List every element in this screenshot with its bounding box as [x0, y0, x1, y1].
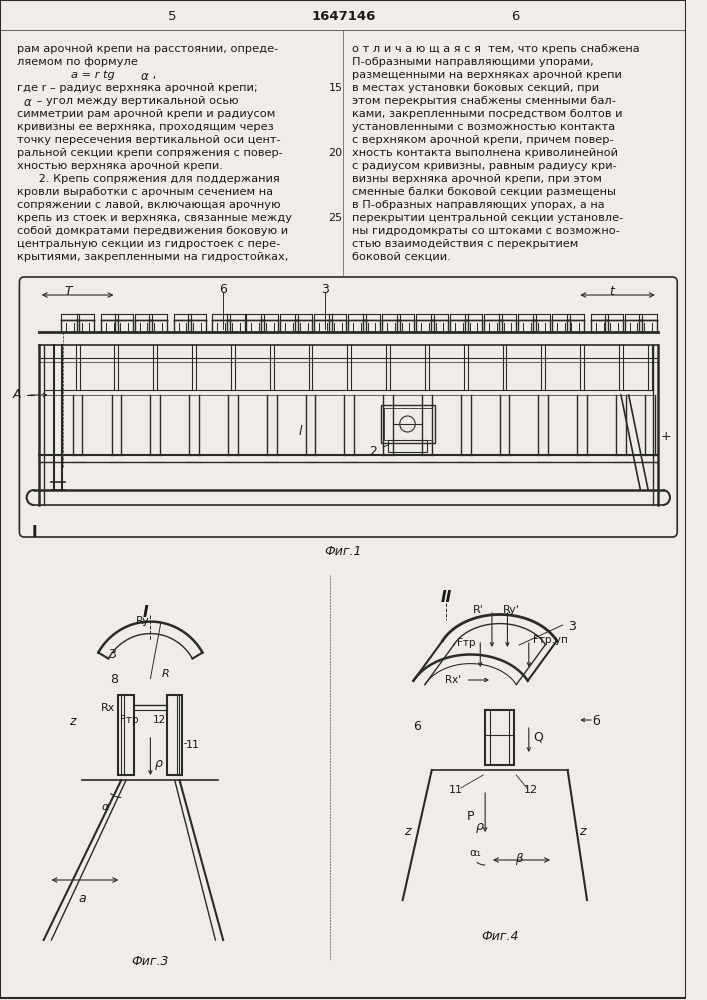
Text: симметрии рам арочной крепи и радиусом: симметрии рам арочной крепи и радиусом: [18, 109, 276, 119]
Text: 1647146: 1647146: [311, 10, 375, 23]
Text: ральной секции крепи сопряжения с повер-: ральной секции крепи сопряжения с повер-: [18, 148, 284, 158]
Text: z: z: [404, 825, 411, 838]
Text: +: +: [660, 430, 671, 443]
Text: – угол между вертикальной осью: – угол между вертикальной осью: [33, 96, 239, 106]
Bar: [381, 405, 435, 443]
Bar: [118, 695, 134, 775]
Text: R: R: [162, 669, 170, 679]
Text: 3: 3: [108, 648, 116, 661]
Text: Фиг.1: Фиг.1: [325, 545, 362, 558]
Text: z: z: [579, 825, 585, 838]
Text: 11: 11: [449, 785, 463, 795]
Text: П-образными направляющими упорами,: П-образными направляющими упорами,: [352, 57, 594, 67]
Text: Q: Q: [534, 730, 544, 743]
Text: ρ: ρ: [475, 820, 484, 833]
Text: 2: 2: [370, 445, 378, 458]
Text: 6: 6: [414, 720, 421, 733]
Text: крепь из стоек и верхняка, связанные между: крепь из стоек и верхняка, связанные меж…: [18, 213, 293, 223]
Bar: [485, 710, 514, 765]
Text: 11: 11: [186, 740, 200, 750]
Text: 5: 5: [168, 10, 176, 23]
Text: Rx: Rx: [101, 703, 115, 713]
Text: ны гидродомкраты со штоками с возможно-: ны гидродомкраты со штоками с возможно-: [352, 226, 620, 236]
Text: 3: 3: [321, 283, 329, 296]
Text: 25: 25: [328, 213, 342, 223]
Text: в П-образных направляющих упорах, а на: в П-образных направляющих упорах, а на: [352, 200, 604, 210]
Text: ками, закрепленными посредством болтов и: ками, закрепленными посредством болтов и: [352, 109, 623, 119]
Text: точку пересечения вертикальной оси цент-: точку пересечения вертикальной оси цент-: [18, 135, 281, 145]
Text: центральную секции из гидростоек с пере-: центральную секции из гидростоек с пере-: [18, 239, 281, 249]
Text: II: II: [440, 590, 452, 605]
Text: ρ: ρ: [156, 757, 163, 770]
Text: 12: 12: [524, 785, 538, 795]
Text: Fтр: Fтр: [457, 638, 475, 648]
Text: сопряжении с лавой, включающая арочную: сопряжении с лавой, включающая арочную: [18, 200, 281, 210]
Text: 3: 3: [568, 620, 575, 633]
Text: Фиг.4: Фиг.4: [481, 930, 518, 943]
Text: перекрытии центральной секции установле-: перекрытии центральной секции установле-: [352, 213, 624, 223]
Text: a = r tg: a = r tg: [71, 70, 118, 80]
Text: б: б: [592, 715, 600, 728]
Text: Ry: Ry: [136, 616, 150, 626]
Text: кровли выработки с арочным сечением на: кровли выработки с арочным сечением на: [18, 187, 274, 197]
Text: с радиусом кривизны, равным радиусу кри-: с радиусом кривизны, равным радиусу кри-: [352, 161, 617, 171]
Text: о т л и ч а ю щ а я с я  тем, что крепь снабжена: о т л и ч а ю щ а я с я тем, что крепь с…: [352, 44, 640, 54]
Text: кривизны ее верхняка, проходящим через: кривизны ее верхняка, проходящим через: [18, 122, 274, 132]
Text: боковой секции.: боковой секции.: [352, 252, 451, 262]
Text: α: α: [23, 96, 31, 109]
Text: визны верхняка арочной крепи, при этом: визны верхняка арочной крепи, при этом: [352, 174, 602, 184]
Text: где r – радиус верхняка арочной крепи;: где r – радиус верхняка арочной крепи;: [18, 83, 258, 93]
Text: α: α: [102, 802, 110, 812]
Text: 8: 8: [110, 673, 118, 686]
Text: Фиг.3: Фиг.3: [132, 955, 169, 968]
Text: 20: 20: [328, 148, 342, 158]
Text: сменные балки боковой секции размещены: сменные балки боковой секции размещены: [352, 187, 617, 197]
Text: β: β: [515, 852, 523, 865]
Text: 6: 6: [511, 10, 520, 23]
Text: размещенными на верхняках арочной крепи: размещенными на верхняках арочной крепи: [352, 70, 622, 80]
Text: собой домкратами передвижения боковую и: собой домкратами передвижения боковую и: [18, 226, 288, 236]
Bar: [384, 408, 432, 440]
Text: Fтр: Fтр: [119, 715, 139, 725]
Text: ,: ,: [149, 70, 157, 80]
Bar: [388, 440, 427, 452]
Text: этом перекрытия снабжены сменными бал-: этом перекрытия снабжены сменными бал-: [352, 96, 616, 106]
Text: хностью верхняка арочной крепи.: хностью верхняка арочной крепи.: [18, 161, 223, 171]
Text: I: I: [143, 605, 148, 620]
Text: a: a: [78, 892, 86, 905]
Text: I: I: [31, 525, 37, 540]
Text: установленными с возможностью контакта: установленными с возможностью контакта: [352, 122, 615, 132]
Text: хность контакта выполнена криволинейной: хность контакта выполнена криволинейной: [352, 148, 618, 158]
Text: α: α: [141, 70, 148, 83]
Text: 6: 6: [219, 283, 227, 296]
Text: крытиями, закрепленными на гидростойках,: крытиями, закрепленными на гидростойках,: [18, 252, 289, 262]
Text: 2. Крепь сопряжения для поддержания: 2. Крепь сопряжения для поддержания: [18, 174, 280, 184]
Text: Fтр.уп: Fтр.уп: [532, 635, 568, 645]
Text: стью взаимодействия с перекрытием: стью взаимодействия с перекрытием: [352, 239, 578, 249]
Bar: [167, 695, 182, 775]
Text: t: t: [609, 285, 614, 298]
Text: A: A: [13, 388, 21, 401]
Text: рам арочной крепи на расстоянии, опреде-: рам арочной крепи на расстоянии, опреде-: [18, 44, 279, 54]
Text: T: T: [64, 285, 71, 298]
Text: z: z: [69, 715, 76, 728]
Text: 15: 15: [329, 83, 342, 93]
Text: в местах установки боковых секций, при: в местах установки боковых секций, при: [352, 83, 600, 93]
Text: Ry': Ry': [503, 605, 520, 615]
Text: ляемом по формуле: ляемом по формуле: [18, 57, 139, 67]
Text: R': R': [473, 605, 484, 615]
Text: 12: 12: [152, 715, 165, 725]
Text: с верхняком арочной крепи, причем повер-: с верхняком арочной крепи, причем повер-: [352, 135, 614, 145]
Text: l: l: [299, 425, 303, 438]
Text: α₁: α₁: [469, 848, 481, 858]
Text: P: P: [467, 810, 474, 823]
Text: Rx': Rx': [445, 675, 461, 685]
